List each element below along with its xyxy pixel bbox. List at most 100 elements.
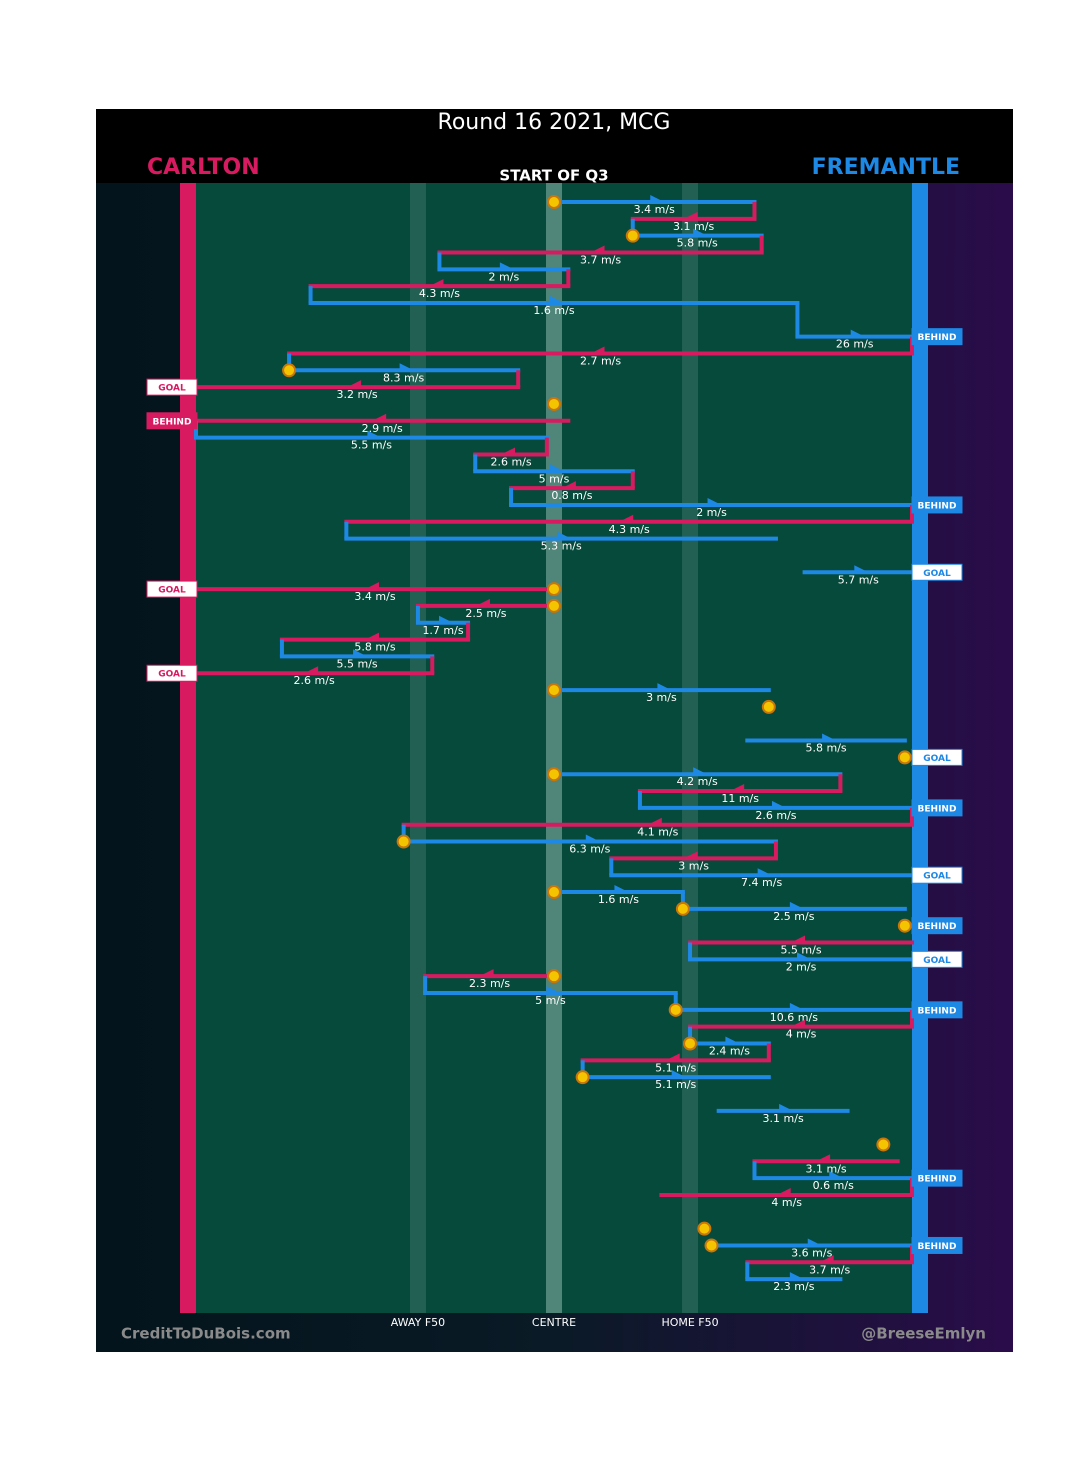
arrow bbox=[347, 380, 362, 388]
credit: @BreeseEmlyn bbox=[861, 1325, 986, 1343]
arrow bbox=[614, 885, 629, 893]
speed-label: 3.7 m/s bbox=[809, 1263, 850, 1276]
arrow bbox=[372, 413, 387, 421]
speed-label: 5.1 m/s bbox=[655, 1061, 696, 1074]
credit: CreditToDuBois.com bbox=[121, 1325, 291, 1343]
x-tick-label: CENTRE bbox=[532, 1316, 576, 1329]
arrow bbox=[779, 1103, 794, 1111]
speed-label: 5.8 m/s bbox=[677, 237, 718, 250]
arrow bbox=[776, 1187, 791, 1195]
arrow bbox=[789, 901, 804, 909]
speed-label: 3.4 m/s bbox=[634, 203, 675, 216]
outcome-label: BEHIND bbox=[918, 501, 957, 511]
arrow bbox=[550, 464, 564, 472]
outcome-label: GOAL bbox=[923, 754, 951, 764]
arrow bbox=[475, 598, 490, 606]
speed-label: 2.6 m/s bbox=[294, 674, 335, 687]
legend-label: FREMANTLE bbox=[812, 155, 960, 180]
carlton-goal-line bbox=[180, 183, 196, 1313]
speed-label: 4.3 m/s bbox=[609, 523, 650, 536]
outcome-label: BEHIND bbox=[918, 804, 957, 814]
arrow bbox=[429, 279, 444, 287]
arrow bbox=[657, 683, 672, 691]
outcome-tag bbox=[146, 664, 198, 682]
outcome-label: GOAL bbox=[158, 670, 186, 680]
arrow bbox=[819, 1255, 834, 1263]
arrow bbox=[693, 228, 708, 236]
arrow bbox=[585, 834, 600, 842]
subtitle: START OF Q3 bbox=[499, 167, 608, 185]
arrow bbox=[353, 649, 368, 657]
outcome-label: BEHIND bbox=[918, 333, 957, 343]
arrow bbox=[479, 969, 494, 977]
outcome-label: BEHIND bbox=[918, 1242, 957, 1252]
speed-label: 3.4 m/s bbox=[354, 590, 395, 603]
speed-label: 2.6 m/s bbox=[755, 809, 796, 822]
speed-label: 5.8 m/s bbox=[354, 641, 395, 654]
stoppage bbox=[697, 1221, 712, 1236]
arrow bbox=[367, 430, 382, 438]
stoppage bbox=[675, 901, 690, 916]
stoppage bbox=[547, 582, 561, 597]
stoppage bbox=[547, 969, 561, 984]
speed-label: 5.3 m/s bbox=[541, 540, 582, 553]
stoppage bbox=[704, 1238, 719, 1253]
arrow bbox=[550, 295, 564, 303]
stoppage bbox=[668, 1002, 683, 1017]
speed-label: 3.2 m/s bbox=[337, 388, 378, 401]
arrow bbox=[730, 784, 745, 792]
chart-title: Round 16 2021, MCG bbox=[438, 110, 671, 135]
speed-label: 2.4 m/s bbox=[709, 1045, 750, 1058]
arrow bbox=[797, 952, 812, 960]
outcome-label: BEHIND bbox=[153, 417, 192, 427]
outcome-label: BEHIND bbox=[918, 1006, 957, 1016]
field-marker bbox=[409, 183, 426, 1313]
arrow bbox=[725, 1036, 740, 1044]
speed-label: 3 m/s bbox=[646, 691, 677, 704]
speed-label: 2 m/s bbox=[786, 960, 817, 973]
outcome-tag bbox=[911, 328, 963, 346]
arrow bbox=[683, 851, 698, 859]
arrow bbox=[399, 363, 414, 371]
speed-label: 5.7 m/s bbox=[838, 573, 879, 586]
outcome-tag bbox=[911, 866, 963, 884]
speed-label: 4 m/s bbox=[771, 1196, 802, 1209]
outcome-tag bbox=[911, 950, 963, 968]
speed-label: 2 m/s bbox=[489, 270, 520, 283]
stoppage bbox=[547, 195, 561, 209]
arrow bbox=[647, 817, 662, 825]
field-marker bbox=[682, 183, 699, 1313]
stoppage bbox=[547, 396, 561, 411]
speed-label: 5 m/s bbox=[535, 994, 566, 1007]
arrow bbox=[693, 767, 708, 775]
arrow bbox=[683, 211, 698, 219]
arrow bbox=[501, 447, 516, 455]
outcome-tag bbox=[911, 496, 963, 514]
speed-label: 5 m/s bbox=[539, 472, 570, 485]
arrow bbox=[771, 800, 786, 808]
arrow bbox=[557, 531, 572, 539]
speed-label: 10.6 m/s bbox=[770, 1011, 818, 1024]
arrow bbox=[650, 195, 665, 202]
stoppage bbox=[547, 767, 561, 782]
x-tick-label: HOME F50 bbox=[661, 1316, 718, 1329]
speed-label: 2.7 m/s bbox=[580, 354, 621, 367]
outcome-tag bbox=[911, 1001, 963, 1019]
speed-label: 2.5 m/s bbox=[773, 910, 814, 923]
arrow bbox=[757, 868, 772, 876]
outcome-label: GOAL bbox=[923, 872, 951, 882]
speed-label: 5.5 m/s bbox=[351, 439, 392, 452]
speed-label: 2.3 m/s bbox=[773, 1280, 814, 1293]
outcome-label: BEHIND bbox=[918, 1175, 957, 1185]
arrow bbox=[619, 514, 634, 522]
outcome-tag bbox=[146, 580, 198, 598]
speed-label: 1.7 m/s bbox=[422, 624, 463, 637]
speed-label: 1.6 m/s bbox=[598, 893, 639, 906]
speed-label: 3 m/s bbox=[678, 859, 709, 872]
arrow bbox=[561, 481, 576, 489]
speed-label: 0.6 m/s bbox=[813, 1179, 854, 1192]
outcome-tag bbox=[911, 917, 963, 935]
stoppage bbox=[547, 683, 561, 698]
arrow bbox=[791, 1019, 806, 1027]
arrow bbox=[590, 245, 605, 253]
